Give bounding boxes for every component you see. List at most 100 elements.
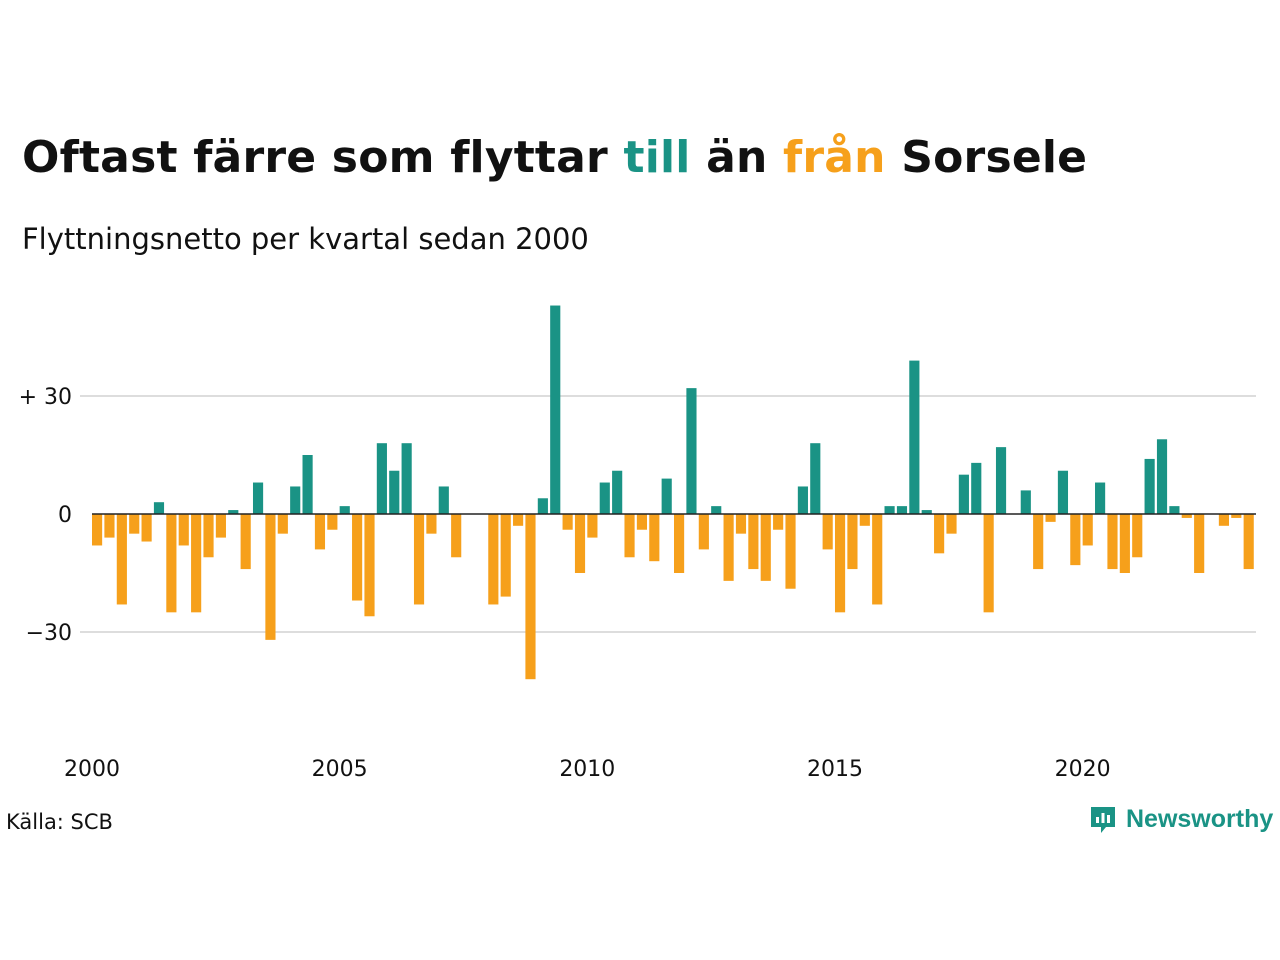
source-note: Källa: SCB [6, 810, 113, 834]
bar [550, 305, 561, 514]
bar [797, 486, 808, 514]
x-tick-label: 2010 [559, 757, 615, 782]
bar [822, 514, 833, 550]
bar [946, 514, 957, 534]
bar [1132, 514, 1143, 558]
bar [574, 514, 586, 573]
bar [958, 474, 969, 514]
bar [612, 470, 623, 514]
bar [934, 514, 945, 554]
bar [302, 455, 313, 514]
bar [983, 514, 994, 613]
bar [104, 514, 115, 538]
grid-lines [80, 395, 1256, 633]
bar [314, 514, 326, 550]
bar [1194, 514, 1205, 573]
bar [1169, 506, 1180, 514]
newsworthy-logo-icon [1091, 807, 1115, 833]
bar [438, 486, 449, 514]
brand-name: Newsworthy [1126, 804, 1274, 833]
bar [636, 514, 647, 530]
bar [376, 443, 387, 514]
title-part-1: Oftast färre som flyttar [22, 132, 624, 183]
bar [389, 470, 400, 514]
title-part-2: än [690, 132, 784, 183]
bar [240, 514, 251, 570]
bar [129, 514, 140, 534]
bar [884, 506, 895, 514]
title-highlight-to: till [623, 132, 691, 183]
bar [277, 514, 288, 534]
bar [773, 514, 784, 530]
newsworthy-brand: Newsworthy [1088, 804, 1273, 834]
bar [847, 514, 858, 570]
bar [327, 514, 338, 530]
bar [1057, 470, 1069, 514]
bar [290, 486, 301, 514]
bar [339, 506, 350, 514]
bar [735, 514, 747, 534]
bar [265, 514, 276, 640]
bar [1082, 514, 1093, 546]
bar-series [92, 305, 1254, 680]
y-tick-label: −30 [26, 621, 72, 646]
bar [1181, 514, 1192, 518]
bar [1070, 514, 1081, 566]
bar [686, 388, 697, 514]
bar [178, 514, 189, 546]
bar [1095, 482, 1106, 514]
bar [1033, 514, 1044, 570]
bar [872, 514, 883, 605]
y-tick-label: 0 [58, 503, 72, 528]
y-axis-labels: + 30 0 −30 [19, 385, 72, 646]
bar [141, 514, 152, 542]
bar [896, 506, 908, 514]
bar [203, 514, 214, 558]
bar [810, 443, 821, 514]
x-tick-label: 2005 [312, 757, 368, 782]
bar [1144, 458, 1155, 514]
x-tick-label: 2020 [1055, 757, 1111, 782]
bar [723, 514, 734, 581]
bar [748, 514, 759, 570]
title-highlight-from: från [783, 132, 886, 183]
bar [513, 514, 524, 526]
bar [1218, 514, 1229, 526]
bar [1119, 514, 1130, 573]
bar [698, 514, 709, 550]
bar [500, 514, 511, 597]
bar [426, 514, 437, 534]
bar [1156, 439, 1168, 514]
bar [971, 462, 982, 514]
bar-chart: + 30 0 −30 2000 2005 2010 2015 2020 [19, 305, 1256, 782]
bar [401, 443, 412, 514]
bar [599, 482, 610, 514]
bar [252, 482, 264, 514]
bar [711, 506, 722, 514]
bar [116, 514, 127, 605]
bar [215, 514, 226, 538]
bar [364, 514, 375, 617]
bar [649, 514, 660, 562]
bar [760, 514, 771, 581]
bar [1020, 490, 1031, 514]
bar [525, 514, 536, 680]
bar [834, 514, 846, 613]
bar [413, 514, 425, 605]
chart-title: Oftast färre som flyttar till än från So… [22, 132, 1087, 183]
bar [488, 514, 499, 605]
bar [995, 447, 1007, 514]
bar [1243, 514, 1254, 570]
bar [661, 478, 672, 514]
x-tick-label: 2000 [64, 757, 120, 782]
bar [537, 498, 548, 514]
x-tick-label: 2015 [807, 757, 863, 782]
bar [785, 514, 796, 589]
bar [1107, 514, 1118, 570]
bar [859, 514, 870, 526]
bar [92, 514, 103, 546]
bar [166, 514, 177, 613]
bar [624, 514, 635, 558]
bar [191, 514, 202, 613]
chart-subtitle: Flyttningsnetto per kvartal sedan 2000 [22, 222, 589, 256]
